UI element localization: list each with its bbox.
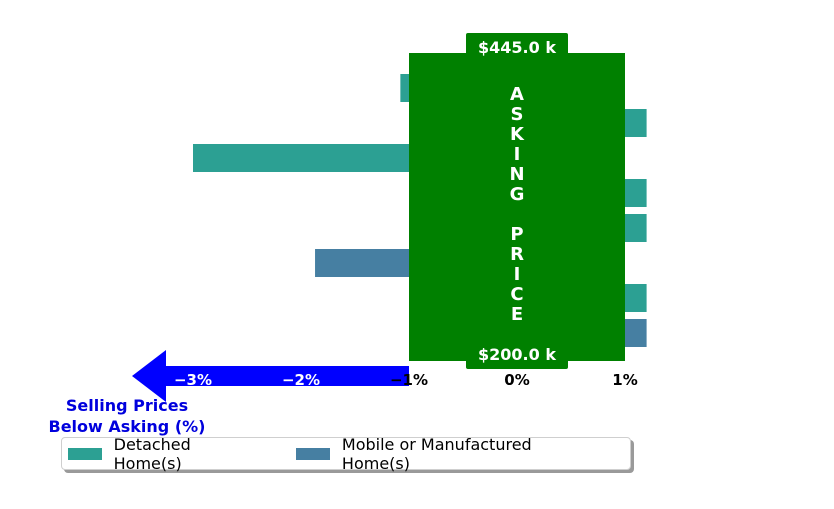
legend-swatch-mobile (296, 447, 330, 460)
legend: Detached Home(s) Mobile or Manufactured … (61, 435, 631, 473)
legend-item-detached: Detached Home(s) (68, 435, 262, 473)
x-axis-title-line-0: Selling Prices (66, 396, 188, 415)
legend-swatch-detached (68, 447, 102, 460)
axis-arrow (132, 350, 409, 402)
bottom-price-label: $200.0 k (478, 345, 556, 364)
bottom-price-badge (466, 341, 568, 369)
legend-label-mobile: Mobile or Manufactured Home(s) (341, 434, 532, 473)
x-axis-title: Selling Prices Below Asking (%) (49, 396, 206, 436)
top-price-badge (466, 33, 568, 61)
x-tick-label-2: −1% (390, 371, 428, 389)
top-price-label: $445.0 k (478, 38, 556, 57)
x-tick-label-0: −3% (174, 371, 212, 389)
x-tick-labels: −3% −2% −1% 0% 1% (174, 371, 638, 389)
x-tick-label-3: 0% (504, 371, 529, 389)
x-axis-title-line-1: Below Asking (%) (49, 417, 206, 436)
legend-label-detached: Detached Home(s) (113, 434, 191, 473)
legend-item-mobile: Mobile or Manufactured Home(s) (296, 435, 602, 473)
x-tick-label-1: −2% (282, 371, 320, 389)
x-tick-label-4: 1% (612, 371, 637, 389)
below-asking-arrow (132, 350, 409, 402)
asking-price-panel (409, 53, 625, 361)
